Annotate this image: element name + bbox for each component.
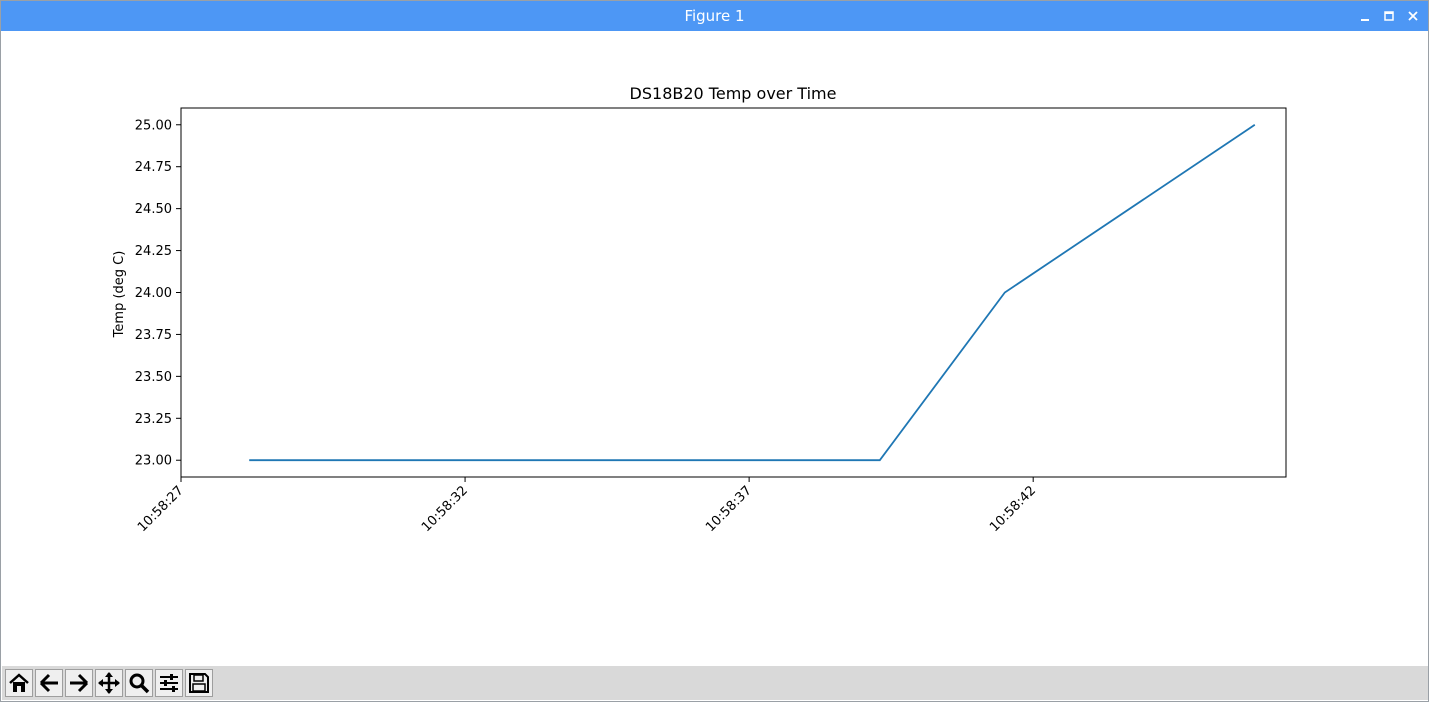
save-button[interactable]	[185, 669, 213, 697]
sliders-icon	[160, 674, 178, 692]
forward-button[interactable]	[65, 669, 93, 697]
x-tick-label: 10:58:37	[703, 483, 755, 535]
arrow-right-icon	[70, 673, 89, 693]
y-tick-label: 23.50	[135, 370, 172, 385]
x-tick-label: 10:58:42	[987, 483, 1039, 535]
y-axis-label: Temp (deg C)	[112, 251, 127, 339]
home-icon	[9, 673, 29, 692]
pan-button[interactable]	[95, 669, 123, 697]
home-button[interactable]	[5, 669, 33, 697]
minimize-icon	[1361, 19, 1369, 21]
close-button[interactable]	[1404, 7, 1422, 25]
y-tick-label: 25.00	[135, 118, 172, 133]
back-button[interactable]	[35, 669, 63, 697]
x-tick-label: 10:58:27	[135, 483, 187, 535]
y-tick-label: 24.25	[135, 244, 172, 259]
chart-title: DS18B20 Temp over Time	[630, 84, 837, 103]
window-title: Figure 1	[684, 7, 745, 25]
zoom-button[interactable]	[125, 669, 153, 697]
y-tick-label: 24.50	[135, 202, 172, 217]
plot-area	[180, 107, 1287, 478]
close-icon	[1408, 11, 1418, 21]
y-tick-label: 24.00	[135, 286, 172, 301]
magnifier-icon	[129, 673, 150, 694]
arrow-left-icon	[39, 673, 58, 693]
move-icon	[98, 672, 120, 694]
maximize-icon	[1384, 11, 1394, 21]
temperature-line	[249, 124, 1256, 462]
line-chart: DS18B20 Temp over Time Temp (deg C) 23.0…	[112, 84, 1287, 535]
window-controls	[1356, 1, 1422, 31]
y-tick-label: 23.25	[135, 412, 172, 427]
title-bar[interactable]: Figure 1	[1, 1, 1428, 31]
x-axis: 10:58:27 10:58:32 10:58:37 10:58:42	[135, 477, 1039, 535]
figure-canvas[interactable]: DS18B20 Temp over Time Temp (deg C) 23.0…	[2, 31, 1428, 668]
minimize-button[interactable]	[1356, 7, 1374, 25]
y-tick-label: 24.75	[135, 160, 172, 175]
y-tick-label: 23.75	[135, 328, 172, 343]
y-axis: 23.00 23.25 23.50 23.75 24.00 24.25 24.50 24.75…	[135, 118, 181, 469]
configure-subplots-button[interactable]	[155, 669, 183, 697]
floppy-disk-icon	[189, 673, 209, 693]
navigation-toolbar	[2, 666, 1428, 700]
maximize-button[interactable]	[1380, 7, 1398, 25]
y-tick-label: 23.00	[135, 454, 172, 469]
x-tick-label: 10:58:32	[419, 483, 471, 535]
